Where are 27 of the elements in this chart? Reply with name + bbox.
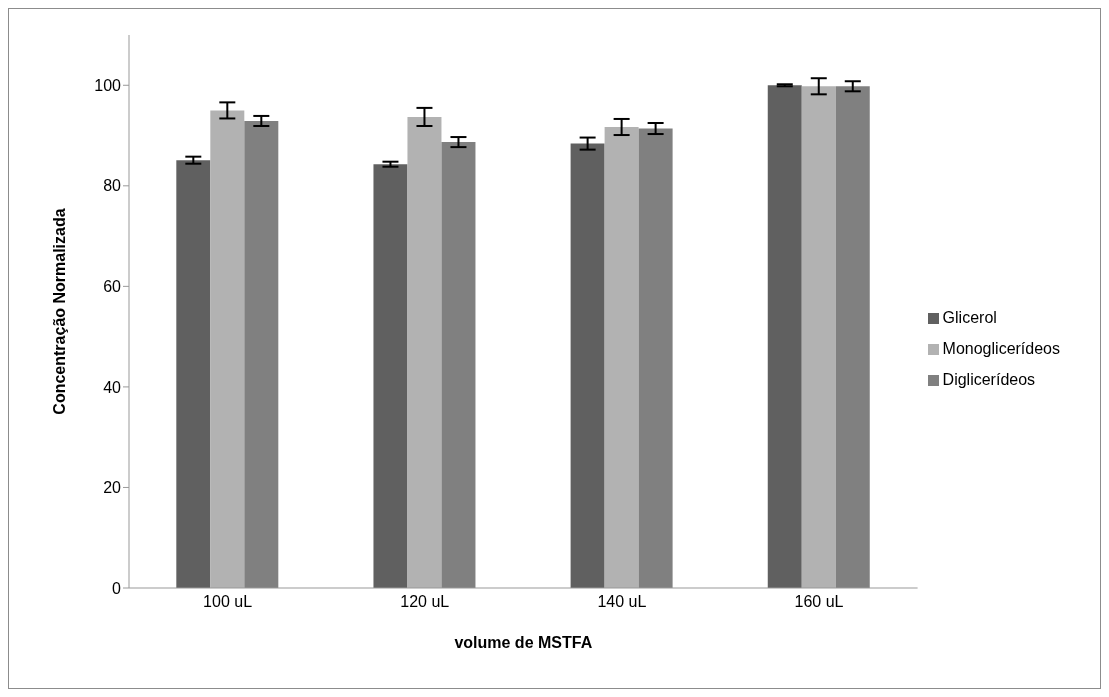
x-tick-label: 160 uL [794, 593, 844, 611]
bar [176, 160, 211, 588]
legend-label: Diglicerídeos [942, 371, 1036, 388]
bar [801, 86, 836, 588]
legend-label: Monoglicerídeos [942, 340, 1060, 357]
bar [638, 128, 673, 588]
y-tick-label: 0 [112, 579, 122, 597]
x-axis-title: volume de MSTFA [454, 634, 593, 651]
bar [373, 164, 408, 588]
legend-label: Glicerol [942, 309, 997, 326]
bar [604, 127, 639, 588]
x-tick-label: 120 uL [400, 593, 450, 611]
bar [441, 142, 476, 588]
y-tick-label: 60 [103, 278, 122, 296]
bar [244, 120, 279, 588]
bar [407, 116, 442, 588]
bar [835, 86, 870, 588]
y-axis-title: Concentração Normalizada [50, 208, 68, 415]
y-tick-label: 100 [94, 76, 122, 94]
bar [570, 143, 605, 588]
y-tick-label: 20 [103, 479, 122, 497]
y-tick-label: 40 [103, 378, 122, 396]
bar [210, 110, 245, 588]
bar [767, 85, 802, 588]
y-tick-label: 80 [103, 177, 122, 195]
x-tick-label: 100 uL [203, 593, 253, 611]
x-tick-label: 140 uL [597, 593, 647, 611]
